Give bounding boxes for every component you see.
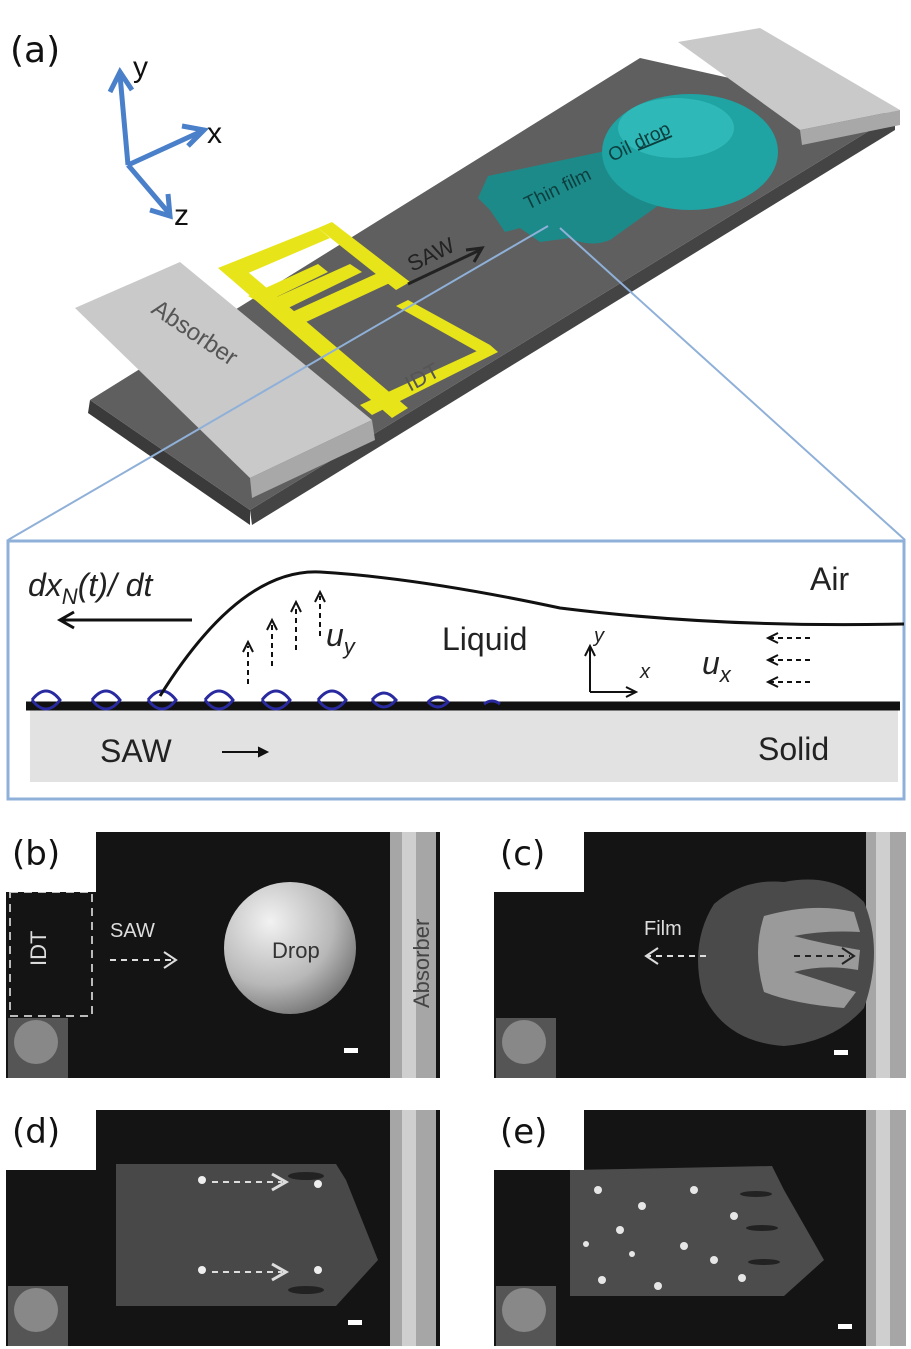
inset-axis-y: y <box>592 625 605 647</box>
absorber-right-front <box>800 110 900 145</box>
particles-e <box>583 1186 746 1290</box>
idt-micro-label: IDT <box>26 930 51 966</box>
scale-bar-c <box>834 1050 848 1055</box>
absorber-left-front <box>250 420 375 498</box>
liquid-label: Liquid <box>442 621 527 657</box>
drop-micro-label: Drop <box>272 938 320 963</box>
uy-label: uy <box>326 617 357 659</box>
idt-electrodes <box>218 222 498 418</box>
drop-image <box>224 882 356 1014</box>
scale-bar-e <box>838 1324 852 1329</box>
saw-arrow <box>407 248 481 286</box>
absorber-micro-label: Absorber <box>409 918 434 1008</box>
micrograph-b: IDT SAW Drop Absorber <box>6 832 440 1078</box>
ux-arrows <box>765 632 810 688</box>
film-region-e <box>570 1166 824 1296</box>
panel-label-c: (c) <box>494 832 584 892</box>
saw-inset-label: SAW <box>100 733 173 769</box>
scale-bar-d <box>348 1320 362 1325</box>
velocity-label: dxN(t)/ dt <box>28 567 153 609</box>
solid-label: Solid <box>758 731 829 767</box>
saw-wave <box>30 689 501 711</box>
cross-section-inset: uy dxN(t)/ dt Air Liquid Solid SAW y x u… <box>6 539 906 801</box>
inset-axes <box>584 643 639 698</box>
panel-label-d: (d) <box>6 1110 96 1170</box>
axes-3d <box>107 67 210 220</box>
substrate-front <box>250 115 895 525</box>
substrate-side <box>88 400 250 525</box>
axis-x-label: x <box>207 117 222 150</box>
idt-region <box>9 891 93 1017</box>
uy-arrows <box>242 589 326 684</box>
panel-label-a: (a) <box>6 30 65 71</box>
panel-label-b: (b) <box>6 832 96 892</box>
device-schematic: y x z Absorber IDT SAW Thin film Oil dro… <box>7 28 906 540</box>
axis-y-label: y <box>133 51 148 84</box>
absorber-left <box>75 262 372 478</box>
saw-micro-label: SAW <box>110 920 155 942</box>
scale-bar-b <box>344 1048 358 1053</box>
panel-label-e: (e) <box>494 1110 584 1170</box>
solid-region <box>30 710 898 782</box>
zoom-guide-right <box>559 227 906 540</box>
axis-z-label: z <box>174 199 189 232</box>
film-region-d <box>116 1164 378 1306</box>
absorber-right <box>678 28 900 130</box>
inset-axis-x: x <box>639 661 651 683</box>
film-micro-label: Film <box>644 918 682 940</box>
zoom-guide-left <box>7 225 549 540</box>
air-label: Air <box>810 561 849 597</box>
ux-label: ux <box>702 645 732 687</box>
liquid-profile <box>158 570 905 697</box>
